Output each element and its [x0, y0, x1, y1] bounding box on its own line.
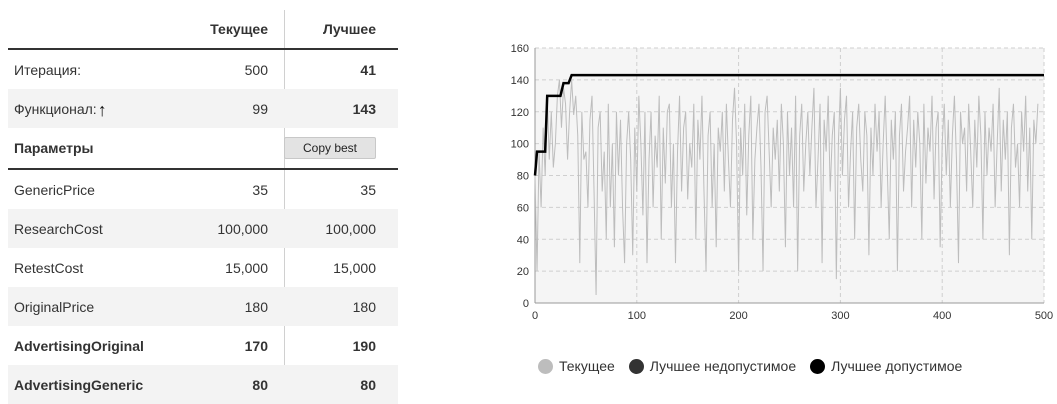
arrow-up-icon[interactable]: ↑	[97, 99, 107, 120]
results-table: Текущее Лучшее Итерация: 500 41 Функцион…	[8, 10, 398, 404]
functional-best: 143	[352, 100, 376, 117]
params-header-best: Copy best	[276, 137, 384, 159]
legend-dot-icon	[628, 358, 644, 374]
x-tick-label: 0	[532, 310, 538, 322]
y-tick-label: 100	[511, 139, 529, 151]
x-tick-label: 200	[729, 310, 747, 322]
functional-current: 99	[252, 100, 268, 117]
iteration-current: 500	[244, 61, 268, 78]
legend-label: Лучшее недопустимое	[649, 358, 797, 374]
params-header-row: Параметры Copy best	[8, 128, 398, 170]
functional-label: Функционал:	[14, 100, 97, 117]
param-row: AdvertisingGeneric 80 80	[8, 365, 398, 404]
functional-label-cell: Функционал:↑	[8, 99, 186, 120]
iteration-best: 41	[360, 61, 376, 78]
param-best: 80	[360, 376, 376, 393]
y-tick-label: 60	[517, 202, 529, 214]
param-best: 190	[352, 337, 376, 354]
params-header-label: Параметры	[14, 140, 94, 156]
copy-best-button[interactable]: Copy best	[284, 137, 376, 159]
chart-legend: Текущее Лучшее недопустимое Лучшее допусти…	[538, 358, 962, 374]
param-current: 15,000	[225, 259, 268, 276]
param-best: 100,000	[325, 220, 376, 237]
y-tick-label: 20	[517, 266, 529, 278]
param-best: 35	[360, 181, 376, 198]
column-divider	[284, 10, 285, 401]
y-tick-label: 120	[511, 107, 529, 119]
param-best: 180	[352, 298, 376, 315]
param-current: 80	[252, 376, 268, 393]
legend-item[interactable]: Лучшее допустимое	[810, 358, 962, 374]
x-tick-label: 100	[628, 310, 646, 322]
series-best-line	[533, 73, 1044, 176]
x-tick-label: 500	[1035, 310, 1053, 322]
param-row: RetestCost 15,000 15,000	[8, 248, 398, 287]
param-name: ResearchCost	[14, 220, 103, 237]
y-tick-label: 80	[517, 171, 529, 183]
param-row: GenericPrice 35 35	[8, 170, 398, 209]
iteration-row: Итерация: 500 41	[8, 50, 398, 89]
param-row: AdvertisingOriginal 170 190	[8, 326, 398, 365]
header-best: Лучшее	[323, 21, 376, 37]
y-tick-label: 140	[511, 75, 529, 87]
header-current: Текущее	[210, 21, 268, 37]
y-tick-label: 160	[511, 43, 529, 55]
legend-item[interactable]: Текущее	[538, 358, 615, 374]
param-name: RetestCost	[14, 259, 84, 276]
y-tick-label: 40	[517, 234, 529, 246]
param-name: GenericPrice	[14, 181, 95, 198]
legend-label: Лучшее допустимое	[831, 358, 963, 374]
x-tick-label: 300	[831, 310, 849, 322]
param-rows: GenericPrice 35 35 ResearchCost 100,000 100,0…	[8, 170, 398, 404]
param-name: AdvertisingGeneric	[14, 376, 144, 393]
param-row: ResearchCost 100,000 100,000	[8, 209, 398, 248]
legend-dot-icon	[810, 358, 826, 374]
chart: 0 20 40 60 80 100 120 140 160 0 100 200 300 400 500	[500, 38, 1057, 328]
chart-svg: 0 20 40 60 80 100 120 140 160 0 100 200 300 400 500	[511, 43, 1054, 322]
param-current: 180	[244, 298, 268, 315]
legend-label: Текущее	[559, 358, 615, 374]
param-name: OriginalPrice	[14, 298, 95, 315]
param-current: 170	[244, 337, 268, 354]
table-header-row: Текущее Лучшее	[8, 10, 398, 50]
y-tick-label: 0	[523, 298, 529, 310]
legend-item[interactable]: Лучшее недопустимое	[628, 358, 797, 374]
param-current: 35	[252, 181, 268, 198]
param-row: OriginalPrice 180 180	[8, 287, 398, 326]
param-name: AdvertisingOriginal	[14, 337, 144, 354]
series-current-line	[534, 79, 1039, 296]
iteration-label: Итерация:	[14, 61, 81, 78]
legend-dot-icon	[538, 358, 553, 374]
param-best: 15,000	[333, 259, 376, 276]
x-tick-label: 400	[933, 310, 951, 322]
functional-row: Функционал:↑ 99 143	[8, 89, 398, 128]
param-current: 100,000	[217, 220, 268, 237]
